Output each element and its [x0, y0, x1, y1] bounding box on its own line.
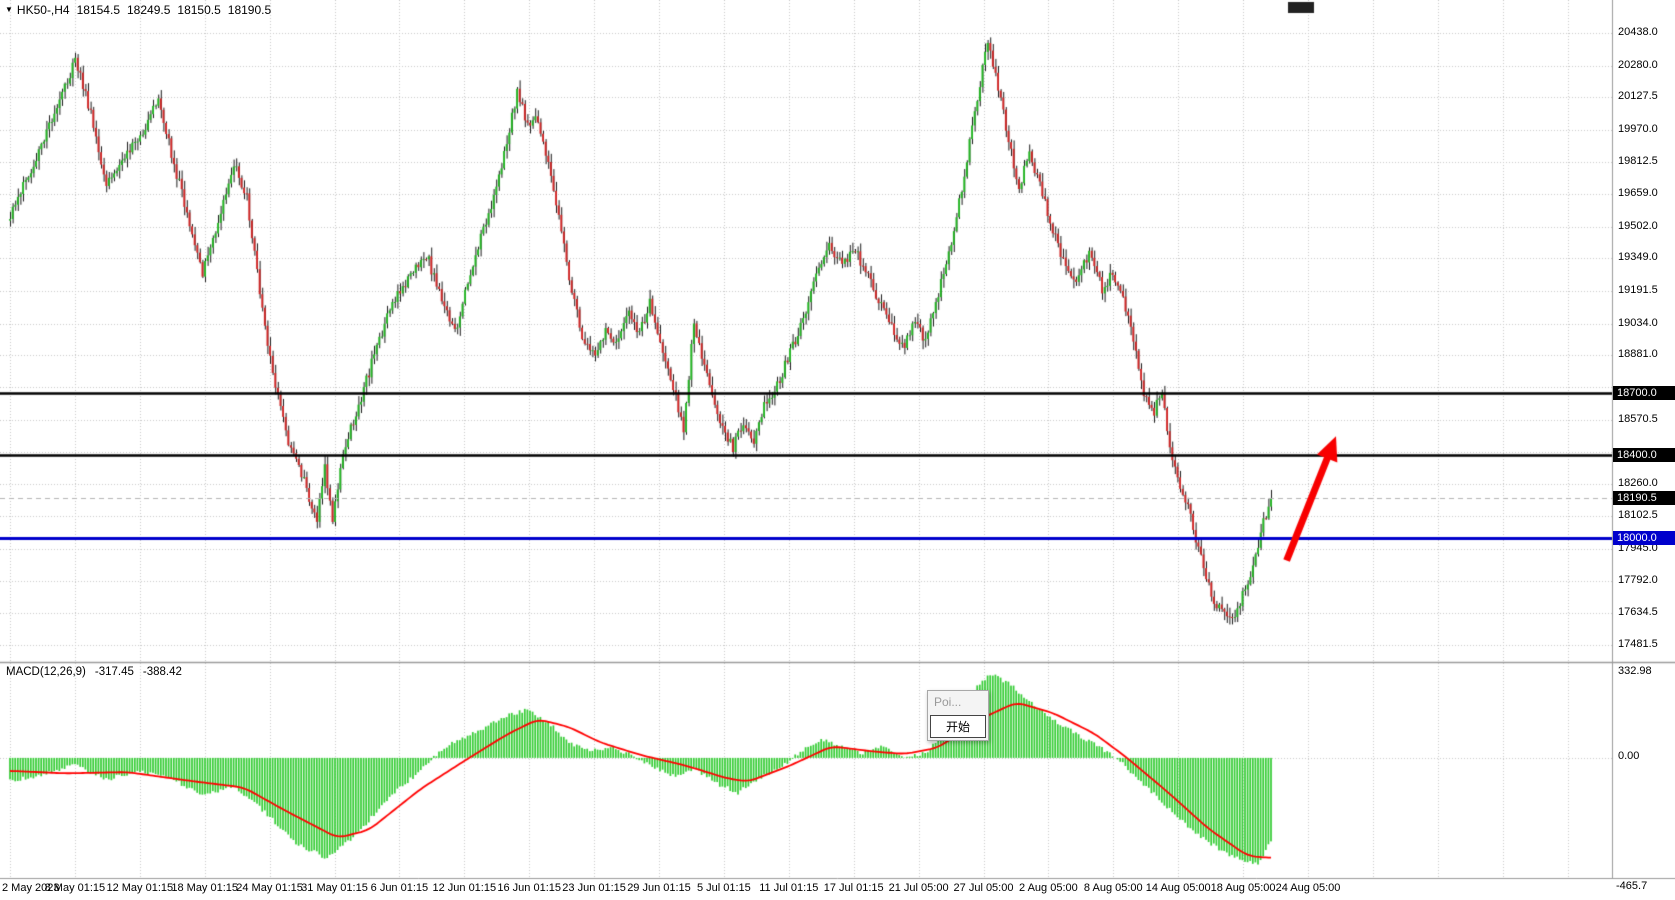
price-axis-label: 20127.5 [1618, 90, 1658, 103]
start-button[interactable]: 开始 [930, 715, 986, 738]
price-axis-label: 20438.0 [1618, 26, 1658, 38]
price-axis-label: 17481.5 [1618, 638, 1658, 650]
price-axis-label: 18260.0 [1618, 476, 1658, 489]
time-axis-label: 12 Jun 01:15 [432, 882, 497, 894]
time-axis-label: 24 Aug 05:00 [1275, 882, 1341, 894]
ohlc-low: 18150.5 [177, 3, 221, 17]
symbol-dropdown-icon[interactable]: ▼ [5, 5, 13, 14]
price-axis-label: 19970.0 [1618, 122, 1658, 135]
macd-signal-value: -388.42 [142, 666, 182, 678]
price-level-box: 18700.0 [1613, 385, 1675, 400]
macd-main-value: -317.45 [94, 666, 134, 678]
time-axis-label: 18 May 01:15 [171, 882, 239, 894]
ohlc-close: 18190.5 [227, 3, 272, 17]
ohlc-open: 18154.5 [76, 3, 120, 17]
time-axis-label: 2 Aug 05:00 [1019, 882, 1078, 894]
symbol-title: HK50-,H4 [16, 3, 70, 17]
price-axis-label: 17792.0 [1618, 573, 1658, 586]
popup-caption: Poi... [934, 695, 962, 709]
time-axis-label: 11 Jul 01:15 [759, 882, 819, 894]
popup: Poi... 开始 [927, 690, 989, 741]
time-axis-label: 5 Jul 01:15 [696, 882, 751, 894]
time-axis-label: 8 May 01:15 [44, 882, 106, 894]
price-axis-label: 17634.5 [1618, 606, 1658, 619]
time-axis-label: 21 Jul 05:00 [888, 882, 949, 894]
time-axis-label: 31 May 01:15 [301, 882, 368, 894]
time-axis-label: 29 Jun 01:15 [627, 882, 691, 894]
price-level-box: 18400.0 [1613, 447, 1675, 462]
price-axis-label: 19659.0 [1618, 187, 1658, 200]
time-axis-label: 2 May 2023 [2, 882, 60, 894]
time-axis-label: 8 Aug 05:00 [1083, 882, 1143, 894]
time-axis-label: 24 May 01:15 [236, 882, 303, 894]
price-axis-label: 18102.5 [1618, 509, 1658, 522]
price-axis-label: 18881.0 [1618, 348, 1658, 361]
chart-header: ▼ HK50-,H4 18154.5 18249.5 18150.5 18190… [5, 3, 271, 17]
price-axis-label: 19034.0 [1618, 316, 1658, 329]
macd-scale-min: -465.7 [1616, 880, 1648, 892]
price-axis-label: 19812.5 [1618, 155, 1658, 168]
macd-indicator-label: MACD(12,26,9) -317.45 -388.42 [6, 666, 182, 678]
ohlc-high: 18249.5 [127, 3, 171, 17]
price-axis-label: 19191.5 [1618, 284, 1658, 297]
price-level-box: 18000.0 [1613, 530, 1675, 545]
time-axis-label: 27 Jul 05:00 [953, 882, 1014, 894]
time-axis-label: 14 Aug 05:00 [1145, 882, 1211, 894]
time-axis-label: 12 May 01:15 [106, 882, 174, 894]
time-axis-label: 16 Jun 01:15 [497, 882, 561, 894]
macd-scale-zero: 0.00 [1618, 750, 1640, 762]
time-axis-label: 17 Jul 01:15 [823, 882, 884, 894]
time-axis-label: 6 Jun 01:15 [370, 882, 429, 894]
price-level-box: 18190.5 [1613, 491, 1675, 506]
time-axis-label: 23 Jun 01:15 [562, 882, 626, 894]
price-axis-label: 19349.0 [1618, 251, 1658, 264]
price-axis-label: 19502.0 [1618, 219, 1658, 232]
time-axis-label: 18 Aug 05:00 [1210, 882, 1276, 894]
price-axis-label: 18570.5 [1618, 412, 1658, 425]
price-axis-label: 17945.0 [1618, 542, 1658, 555]
price-axis-label: 20280.0 [1618, 58, 1658, 71]
macd-scale-max: 332.98 [1618, 665, 1652, 677]
macd-name: MACD(12,26,9) [6, 666, 86, 678]
